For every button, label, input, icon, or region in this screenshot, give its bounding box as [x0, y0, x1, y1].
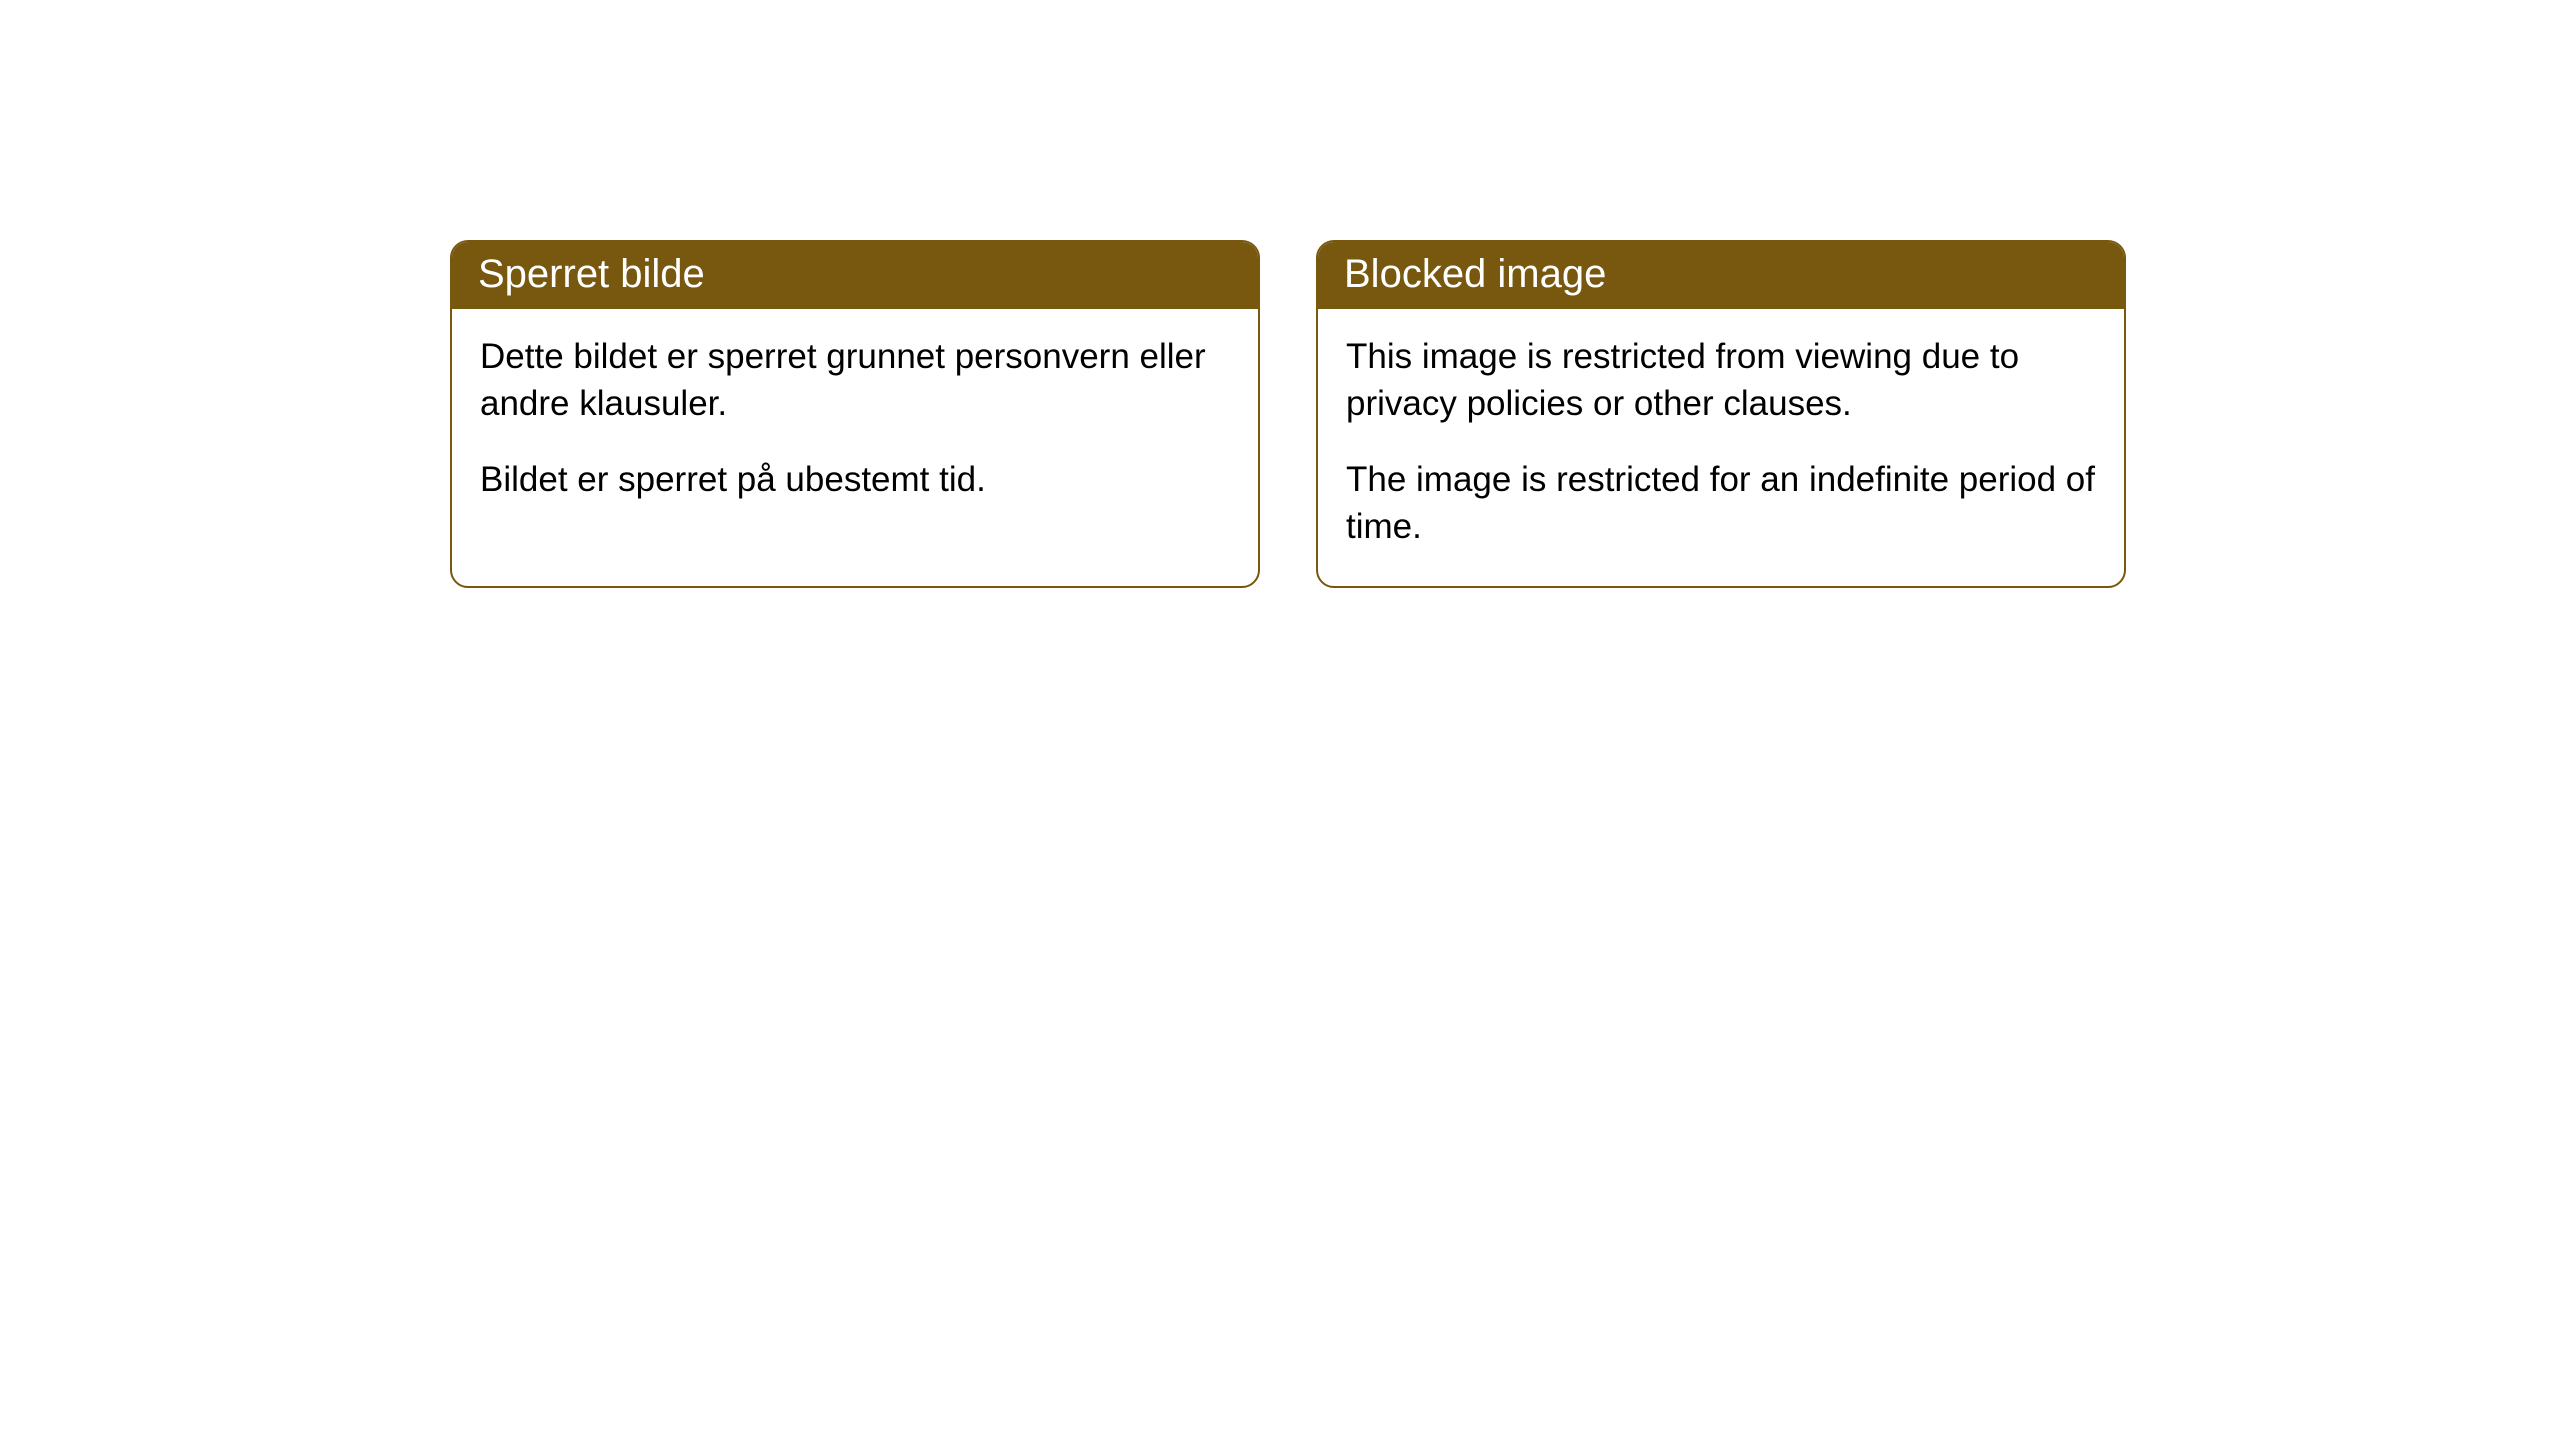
card-body: This image is restricted from viewing du… — [1318, 309, 2124, 586]
card-header: Sperret bilde — [452, 242, 1258, 309]
notice-card-norwegian: Sperret bilde Dette bildet er sperret gr… — [450, 240, 1260, 588]
card-paragraph-2: The image is restricted for an indefinit… — [1346, 456, 2096, 551]
card-paragraph-1: Dette bildet er sperret grunnet personve… — [480, 333, 1230, 428]
card-header: Blocked image — [1318, 242, 2124, 309]
notice-cards-container: Sperret bilde Dette bildet er sperret gr… — [450, 240, 2126, 588]
card-title: Blocked image — [1344, 252, 1606, 296]
card-body: Dette bildet er sperret grunnet personve… — [452, 309, 1258, 539]
card-paragraph-1: This image is restricted from viewing du… — [1346, 333, 2096, 428]
notice-card-english: Blocked image This image is restricted f… — [1316, 240, 2126, 588]
card-paragraph-2: Bildet er sperret på ubestemt tid. — [480, 456, 1230, 503]
card-title: Sperret bilde — [478, 252, 705, 296]
